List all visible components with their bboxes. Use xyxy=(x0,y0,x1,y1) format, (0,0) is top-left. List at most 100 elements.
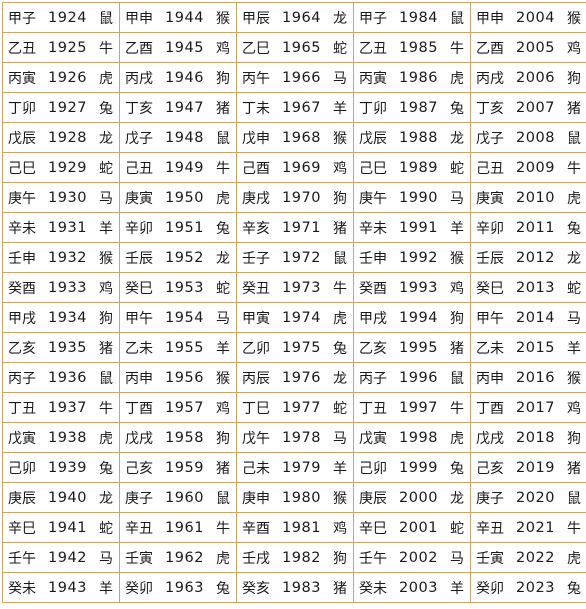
year-number: 1970 xyxy=(282,190,321,206)
ganzhi-label: 乙卯 xyxy=(242,338,270,358)
ganzhi-label: 辛卯 xyxy=(125,218,153,238)
ganzhi-label: 丁亥 xyxy=(125,98,153,118)
ganzhi-label: 戊辰 xyxy=(359,128,387,148)
zodiac-animal: 马 xyxy=(333,68,347,88)
ganzhi-label: 丙辰 xyxy=(242,368,270,388)
year-number: 1989 xyxy=(399,160,438,176)
year-number: 2000 xyxy=(399,490,438,506)
year-number: 1924 xyxy=(48,10,87,26)
year-number: 1977 xyxy=(282,400,321,416)
ganzhi-label: 甲子 xyxy=(359,8,387,28)
zodiac-animal: 猴 xyxy=(216,8,230,28)
ganzhi-label: 丙寅 xyxy=(359,68,387,88)
year-number: 1982 xyxy=(282,550,321,566)
year-number: 1964 xyxy=(282,10,321,26)
year-number: 2016 xyxy=(516,370,555,386)
year-number: 1979 xyxy=(282,460,321,476)
zodiac-animal: 鼠 xyxy=(99,368,113,388)
year-number: 2003 xyxy=(399,580,438,596)
year-number: 1981 xyxy=(282,520,321,536)
year-number: 1971 xyxy=(282,220,321,236)
year-number: 1931 xyxy=(48,220,87,236)
ganzhi-label: 辛未 xyxy=(359,218,387,238)
ganzhi-label: 己酉 xyxy=(242,158,270,178)
ganzhi-label: 乙丑 xyxy=(8,38,36,58)
zodiac-animal: 狗 xyxy=(333,188,347,208)
ganzhi-label: 壬辰 xyxy=(476,248,504,268)
year-number: 1954 xyxy=(165,310,204,326)
ganzhi-label: 甲戌 xyxy=(359,308,387,328)
ganzhi-label: 壬申 xyxy=(359,248,387,268)
year-number: 1949 xyxy=(165,160,204,176)
year-cell: 甲子 1924 鼠 xyxy=(3,3,120,33)
ganzhi-label: 乙亥 xyxy=(8,338,36,358)
ganzhi-label: 甲子 xyxy=(8,8,36,28)
year-number: 2020 xyxy=(516,490,555,506)
zodiac-animal: 牛 xyxy=(450,398,464,418)
ganzhi-label: 丙申 xyxy=(125,368,153,388)
ganzhi-label: 戊戌 xyxy=(476,428,504,448)
year-cell-content: 丁巳 1977 蛇 xyxy=(237,393,353,422)
year-number: 1941 xyxy=(48,520,87,536)
year-number: 1973 xyxy=(282,280,321,296)
zodiac-animal: 猴 xyxy=(450,248,464,268)
ganzhi-label: 己巳 xyxy=(359,158,387,178)
year-cell: 丁巳 1977 蛇 xyxy=(237,393,354,423)
year-number: 2019 xyxy=(516,460,555,476)
year-number: 1950 xyxy=(165,190,204,206)
year-number: 1959 xyxy=(165,460,204,476)
zodiac-animal: 蛇 xyxy=(333,398,347,418)
ganzhi-label: 己丑 xyxy=(125,158,153,178)
year-number: 1976 xyxy=(282,370,321,386)
ganzhi-label: 辛巳 xyxy=(8,518,36,538)
ganzhi-label: 丙午 xyxy=(242,68,270,88)
ganzhi-label: 辛亥 xyxy=(242,218,270,238)
ganzhi-label: 丙申 xyxy=(476,368,504,388)
ganzhi-label: 丁巳 xyxy=(242,398,270,418)
ganzhi-label: 辛卯 xyxy=(476,218,504,238)
zodiac-animal: 猴 xyxy=(567,8,581,28)
ganzhi-label: 癸卯 xyxy=(476,578,504,598)
year-number: 1928 xyxy=(48,130,87,146)
zodiac-animal: 龙 xyxy=(99,128,113,148)
ganzhi-label: 辛巳 xyxy=(359,518,387,538)
zodiac-animal: 鼠 xyxy=(99,8,113,28)
year-number: 1974 xyxy=(282,310,321,326)
